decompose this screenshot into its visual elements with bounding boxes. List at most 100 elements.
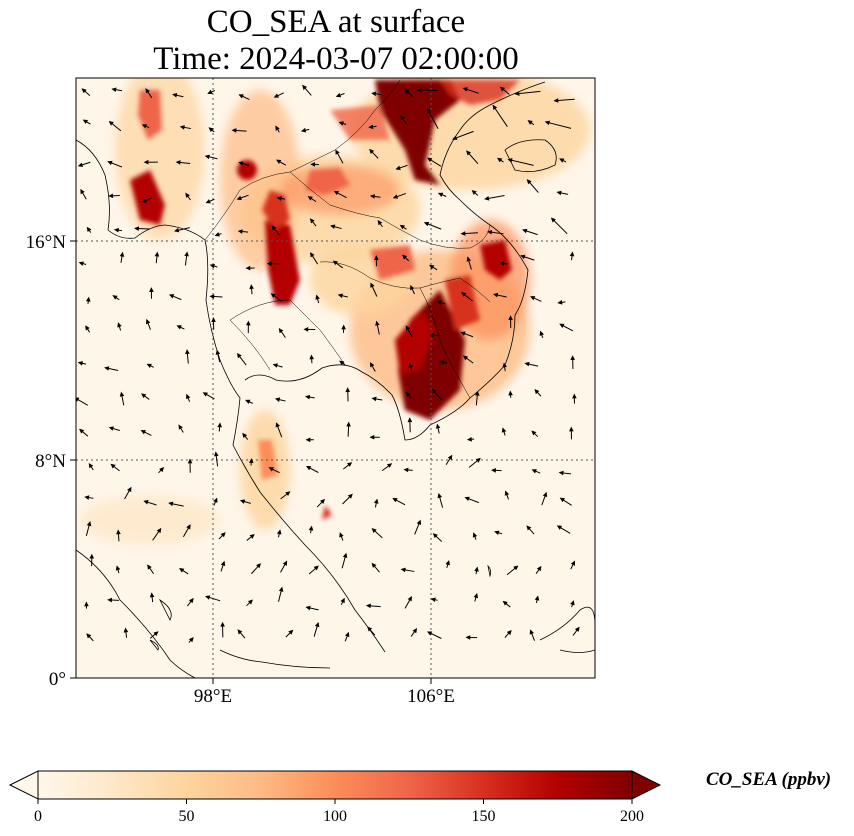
wind-vector-head: [474, 390, 480, 396]
wind-vector: [515, 90, 541, 95]
wind-vector-head: [335, 149, 340, 155]
wind-vector-head: [242, 432, 248, 438]
wind-vector-head: [513, 565, 519, 571]
wind-vector-head: [82, 119, 89, 125]
wind-vector-head: [369, 434, 375, 440]
wind-vector-head: [174, 227, 180, 233]
wind-vector-head: [570, 600, 575, 606]
wind-vector-head: [559, 158, 565, 163]
wind-vector-head: [502, 362, 507, 368]
wind-vector-head: [544, 120, 550, 126]
wind-vector-head: [445, 560, 450, 566]
wind-vector-head: [116, 529, 121, 535]
wind-vector-head: [539, 330, 544, 336]
wind-vector-head: [426, 631, 433, 636]
wind-vector-head: [145, 88, 150, 94]
wind-vector-head: [574, 626, 580, 632]
wind-vector-head: [460, 331, 466, 336]
axis-ticks: [70, 240, 432, 684]
wind-vector-head: [78, 261, 84, 266]
wind-vector-head: [107, 597, 113, 603]
wind-vector: [545, 121, 572, 129]
wind-vector-head: [553, 98, 559, 103]
wind-vector-head: [185, 192, 190, 198]
wind-vector-head: [187, 458, 193, 464]
wind-vector-head: [247, 599, 253, 605]
wind-vector-head: [149, 287, 154, 292]
wind-vector-head: [347, 493, 353, 499]
wind-vector-head: [556, 525, 563, 530]
wind-vector-head: [526, 179, 532, 185]
wind-vector-head: [147, 564, 152, 570]
colorbar-extend-max: [631, 770, 662, 800]
wind-vector-head: [141, 393, 147, 399]
wind-vector-head: [410, 284, 415, 291]
wind-vector-head: [159, 467, 165, 473]
wind-vector-head: [405, 391, 411, 397]
wind-vector-head: [112, 295, 118, 300]
wind-vector-head: [531, 430, 537, 436]
wind-vector-head: [460, 231, 466, 236]
wind-vector-head: [220, 532, 226, 538]
wind-vector-head: [395, 165, 401, 171]
wind-vector-head: [462, 355, 469, 361]
wind-vector-head: [527, 120, 533, 125]
wind-vector-head: [127, 486, 132, 493]
wind-vector-head: [214, 232, 220, 237]
wind-vector-head: [220, 560, 226, 567]
wind-vector-head: [245, 265, 251, 271]
wind-vector-head: [86, 226, 92, 233]
wind-vector-head: [213, 497, 218, 503]
wind-vector-head: [342, 552, 348, 558]
wind-vector-head: [273, 93, 279, 98]
wind-vector-head: [526, 525, 532, 531]
wind-vector-head: [529, 629, 535, 635]
colorbar-title: CO_SEA (ppbv): [706, 769, 832, 790]
wind-vector-head: [146, 363, 152, 369]
colorbar-tick-label: 150: [472, 808, 496, 825]
wind-vector-head: [119, 251, 125, 257]
wind-vector-head: [530, 296, 536, 301]
wind-vector-head: [339, 532, 344, 538]
wind-vector-head: [209, 294, 215, 299]
wind-vector-head: [149, 592, 155, 598]
wind-vector-head: [111, 87, 117, 93]
wind-vector-head: [335, 92, 342, 98]
wind-vector-head: [377, 219, 383, 226]
colorbar-tick-label: 100: [323, 808, 347, 825]
wind-vector-head: [123, 627, 129, 633]
wind-vector-head: [179, 125, 185, 130]
lat-tick-label: 0°: [49, 669, 66, 690]
wind-vector-head: [256, 563, 262, 569]
wind-vector-head: [556, 190, 562, 196]
wind-vector-head: [367, 626, 373, 632]
wind-vector-head: [536, 565, 542, 572]
wind-vector-head: [275, 159, 282, 164]
wind-vector-head: [220, 621, 225, 627]
wind-vector-head: [309, 218, 315, 224]
wind-vector-head: [168, 501, 174, 507]
wind-vector-head: [430, 597, 436, 603]
wind-vector-head: [156, 527, 162, 534]
wind-vector-head: [473, 592, 479, 599]
wind-vector-head: [346, 421, 351, 427]
wind-vector-head: [392, 498, 398, 503]
wind-vector-head: [88, 463, 94, 469]
wind-vector-head: [374, 255, 379, 260]
wind-vector-head: [208, 127, 214, 133]
wind-vector-head: [346, 462, 353, 467]
wind-vector-head: [423, 221, 430, 227]
wind-vector-head: [373, 498, 379, 504]
wind-vector-head: [202, 392, 208, 397]
wind-vector-head: [452, 135, 458, 140]
wind-vector-head: [534, 595, 540, 601]
wind-vector-head: [141, 124, 148, 129]
wind-vector-head: [437, 192, 444, 197]
wind-vector-head: [86, 521, 92, 527]
wind-vector-head: [392, 194, 399, 199]
wind-vector-head: [207, 89, 213, 95]
wind-vector-head: [416, 87, 422, 93]
colorbar-extend-min: [8, 770, 39, 800]
wind-vector-head: [472, 532, 478, 538]
